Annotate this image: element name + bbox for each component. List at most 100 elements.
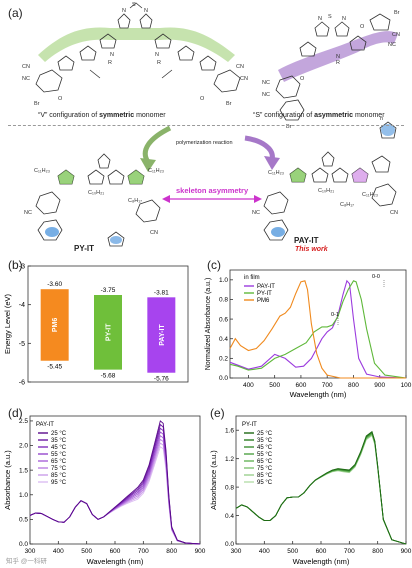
py-it-thiophene-2 (128, 170, 144, 184)
v-atom-r-2: R (157, 60, 161, 66)
panel-c-ylabel: Normalized Absorbance (a.u.) (205, 278, 212, 371)
skeleton-arrow-left-head (162, 195, 170, 203)
pay-it-thiophene-top (381, 124, 395, 136)
xtick-label: 600 (316, 548, 327, 555)
legend-label: 65 °C (257, 459, 273, 465)
caption-s-config: “S” configuration of asymmetric monomer (253, 112, 385, 119)
ytick-label: 2.0 (19, 443, 28, 450)
v-monomer-band (38, 27, 235, 62)
legend-label: PM6 (257, 298, 270, 304)
panel-d-label: (d) (8, 406, 23, 420)
legend-label: 85 °C (257, 473, 273, 479)
legend-label: 95 °C (257, 480, 273, 486)
s-atom-n-3: N (336, 54, 340, 60)
panel-b-yticks: -3 -4 -5 -6 (19, 264, 31, 387)
panel-d-ylabel: Absorbance (a.u.) (3, 450, 12, 510)
s-atom-n-1: N (318, 16, 322, 22)
v-atom-cn-2: CN (236, 64, 244, 70)
lumo-label: -3.60 (47, 281, 62, 288)
legend-label: 35 °C (51, 438, 67, 444)
panel-e-chart: Wavelength (nm) Absorbance (a.u.) 300 400… (209, 415, 412, 566)
xtick-label: 400 (243, 382, 254, 389)
py-atom-nc: NC (24, 210, 32, 216)
panel-c-label: (c) (207, 258, 221, 272)
xtick-label: 500 (287, 548, 298, 555)
legend-label: 55 °C (51, 452, 67, 458)
pay-it-thiophene-end (271, 227, 285, 237)
panel-c-frame (229, 269, 407, 379)
s-monomer-band (278, 31, 398, 82)
v-atom-n-1: N (122, 8, 126, 14)
pay-it-structure (263, 121, 397, 241)
ytick-label: 0.6 (219, 316, 228, 323)
ytick-label: 0.0 (219, 375, 228, 382)
s-atom-cn-1: CN (392, 32, 400, 38)
xtick-label: 100 (401, 382, 412, 389)
panel-e-ylabel: Absorbance (a.u.) (209, 450, 218, 510)
py-it-name: PY-IT (74, 244, 95, 253)
pay-chain-c10: C₁₀H₂₁ (318, 188, 334, 194)
legend-label: PAY-IT (257, 284, 275, 290)
ytick-label: 1.2 (225, 456, 234, 463)
legend-title: in film (244, 275, 260, 281)
temp-line (235, 430, 407, 545)
panel-title: PY-IT (242, 422, 257, 428)
ytick-label: 1.0 (19, 492, 28, 499)
xtick-label: 900 (401, 548, 412, 555)
v-atom-cn-1: CN (22, 64, 30, 70)
legend-label: 75 °C (257, 466, 273, 472)
lumo-label: -3.75 (101, 287, 116, 294)
panel-c-lines (229, 279, 407, 379)
xtick-label: 500 (81, 548, 92, 555)
py-it-thiophene-chain (110, 236, 122, 244)
panel-b-chart: Energy Level (eV) -3 -4 -5 -6 -3.60 -5.45 PM6… (3, 264, 189, 387)
panel-a-structures: S N N N N R R CN NC CN CN O O Br Br S N … (22, 2, 400, 247)
s-atom-n-2: N (342, 16, 346, 22)
polymerization-label: polymerization reaction (176, 140, 233, 146)
caption-v-prefix: “V” configuration of (38, 112, 100, 119)
ytick-label: 2.5 (19, 418, 28, 425)
bar-name-label: PAY-IT (159, 324, 166, 346)
legend-label: 75 °C (51, 466, 67, 472)
series-line-pay-it (229, 279, 407, 379)
watermark: 知乎 @一科研 (6, 558, 47, 565)
legend-label: 95 °C (51, 480, 67, 486)
panel-c-xlabel: Wavelength (nm) (290, 390, 347, 399)
xtick-label: 800 (348, 382, 359, 389)
caption-v-bold: symmetric (99, 112, 135, 119)
homo-label: -5.45 (47, 364, 62, 371)
pay-it-name: PAY-IT (294, 236, 319, 245)
legend-label: 25 °C (51, 431, 67, 437)
ytick-label: 0.4 (219, 336, 228, 343)
xtick-label: 700 (344, 548, 355, 555)
legend-label: 45 °C (51, 445, 67, 451)
xtick-label: 800 (372, 548, 383, 555)
temp-line (29, 420, 201, 545)
skeleton-arrow-right-head (254, 195, 262, 203)
v-atom-br-1: Br (34, 101, 40, 107)
pay-chain-c8: C₈H₁₇ (340, 202, 354, 208)
xtick-label: 600 (295, 382, 306, 389)
energy-bar-py-it (94, 295, 122, 370)
xtick-label: 600 (110, 548, 121, 555)
panel-e-xlabel: Wavelength (nm) (293, 557, 350, 566)
legend-label: PY-IT (257, 291, 272, 297)
pay-chain-c11-2: C₁₁H₂₃ (362, 192, 378, 198)
v-atom-s-top: S (132, 2, 136, 8)
py-atom-cn: CN (150, 230, 158, 236)
v-atom-n-3: N (110, 52, 114, 58)
v-atom-nc-1: NC (22, 76, 30, 82)
panel-d-chart: Wavelength (nm) Absorbance (a.u.) 300 400… (3, 415, 206, 566)
panel-d-ticks: 300 400 500 600 700 800 900 0.0 0.5 1.0 1.5 2.0 2.5 (19, 418, 206, 555)
panel-e-label: (e) (210, 406, 225, 420)
annot-01: 0-1 (331, 312, 339, 318)
energy-bar-pay-it (147, 297, 176, 373)
s-atom-nc-1: NC (388, 42, 396, 48)
panel-e-lines (235, 430, 407, 545)
s-atom-br-1: Br (394, 10, 400, 16)
pay-atom-cn: CN (390, 210, 398, 216)
ytick-label: 0.8 (225, 484, 234, 491)
ytick-label: 1.0 (219, 277, 228, 284)
energy-bar-pm6 (40, 289, 69, 361)
